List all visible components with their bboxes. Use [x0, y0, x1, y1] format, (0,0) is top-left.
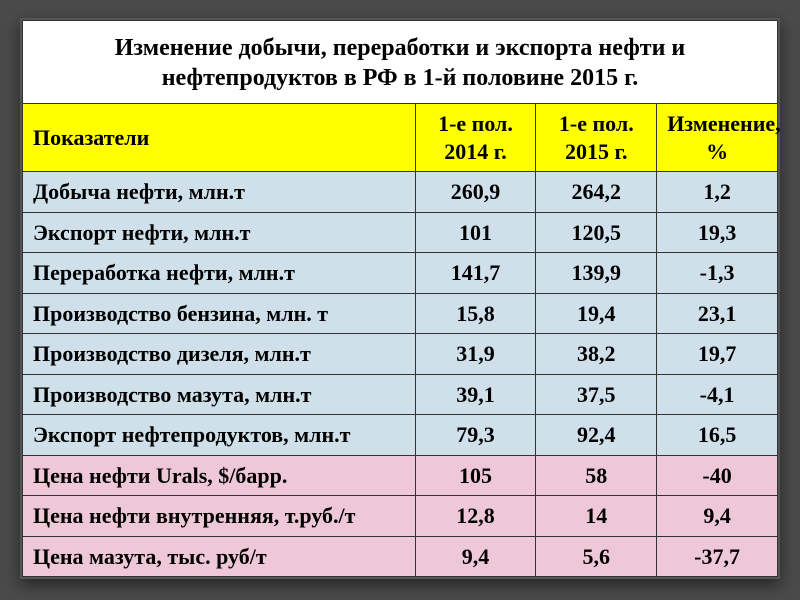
row-2014: 260,9	[415, 172, 536, 213]
header-row: Показатели 1-е пол. 2014 г. 1-е пол. 201…	[23, 104, 778, 172]
table-row: Производство бензина, млн. т 15,8 19,4 2…	[23, 293, 778, 334]
row-2014: 79,3	[415, 415, 536, 456]
row-2015: 139,9	[536, 253, 657, 294]
row-label: Добыча нефти, млн.т	[23, 172, 416, 213]
table-title: Изменение добычи, переработки и экспорта…	[23, 21, 778, 104]
row-2014: 39,1	[415, 374, 536, 415]
row-2015: 37,5	[536, 374, 657, 415]
row-label: Производство бензина, млн. т	[23, 293, 416, 334]
row-2015: 14	[536, 496, 657, 537]
row-label: Переработка нефти, млн.т	[23, 253, 416, 294]
title-row: Изменение добычи, переработки и экспорта…	[23, 21, 778, 104]
table-row: Цена мазута, тыс. руб/т 9,4 5,6 -37,7	[23, 536, 778, 577]
table-row: Производство мазута, млн.т 39,1 37,5 -4,…	[23, 374, 778, 415]
row-chg: 1,2	[657, 172, 778, 213]
row-chg: 9,4	[657, 496, 778, 537]
row-label: Производство дизеля, млн.т	[23, 334, 416, 375]
row-label: Производство мазута, млн.т	[23, 374, 416, 415]
row-label: Цена мазута, тыс. руб/т	[23, 536, 416, 577]
oil-table: Изменение добычи, переработки и экспорта…	[22, 20, 778, 577]
row-2014: 15,8	[415, 293, 536, 334]
row-2014: 9,4	[415, 536, 536, 577]
hdr-2014: 1-е пол. 2014 г.	[415, 104, 536, 172]
row-2014: 105	[415, 455, 536, 496]
row-label: Экспорт нефтепродуктов, млн.т	[23, 415, 416, 456]
hdr-indicator: Показатели	[23, 104, 416, 172]
row-chg: -4,1	[657, 374, 778, 415]
table-row: Цена нефти внутренняя, т.руб./т 12,8 14 …	[23, 496, 778, 537]
row-2015: 92,4	[536, 415, 657, 456]
row-2015: 38,2	[536, 334, 657, 375]
row-2015: 264,2	[536, 172, 657, 213]
table-frame: Изменение добычи, переработки и экспорта…	[20, 18, 780, 579]
row-chg: 19,7	[657, 334, 778, 375]
row-chg: -37,7	[657, 536, 778, 577]
row-label: Цена нефти внутренняя, т.руб./т	[23, 496, 416, 537]
row-label: Цена нефти Urals, $/барр.	[23, 455, 416, 496]
row-2015: 120,5	[536, 212, 657, 253]
row-2015: 5,6	[536, 536, 657, 577]
table-row: Производство дизеля, млн.т 31,9 38,2 19,…	[23, 334, 778, 375]
table-row: Экспорт нефтепродуктов, млн.т 79,3 92,4 …	[23, 415, 778, 456]
row-2015: 58	[536, 455, 657, 496]
table-row: Экспорт нефти, млн.т 101 120,5 19,3	[23, 212, 778, 253]
row-2014: 31,9	[415, 334, 536, 375]
row-chg: 23,1	[657, 293, 778, 334]
row-2014: 12,8	[415, 496, 536, 537]
row-2015: 19,4	[536, 293, 657, 334]
row-chg: -40	[657, 455, 778, 496]
hdr-change: Изменение, %	[657, 104, 778, 172]
table-row: Добыча нефти, млн.т 260,9 264,2 1,2	[23, 172, 778, 213]
row-2014: 141,7	[415, 253, 536, 294]
row-label: Экспорт нефти, млн.т	[23, 212, 416, 253]
table-body: Изменение добычи, переработки и экспорта…	[23, 21, 778, 577]
row-2014: 101	[415, 212, 536, 253]
row-chg: 19,3	[657, 212, 778, 253]
table-row: Цена нефти Urals, $/барр. 105 58 -40	[23, 455, 778, 496]
row-chg: -1,3	[657, 253, 778, 294]
table-row: Переработка нефти, млн.т 141,7 139,9 -1,…	[23, 253, 778, 294]
row-chg: 16,5	[657, 415, 778, 456]
hdr-2015: 1-е пол. 2015 г.	[536, 104, 657, 172]
